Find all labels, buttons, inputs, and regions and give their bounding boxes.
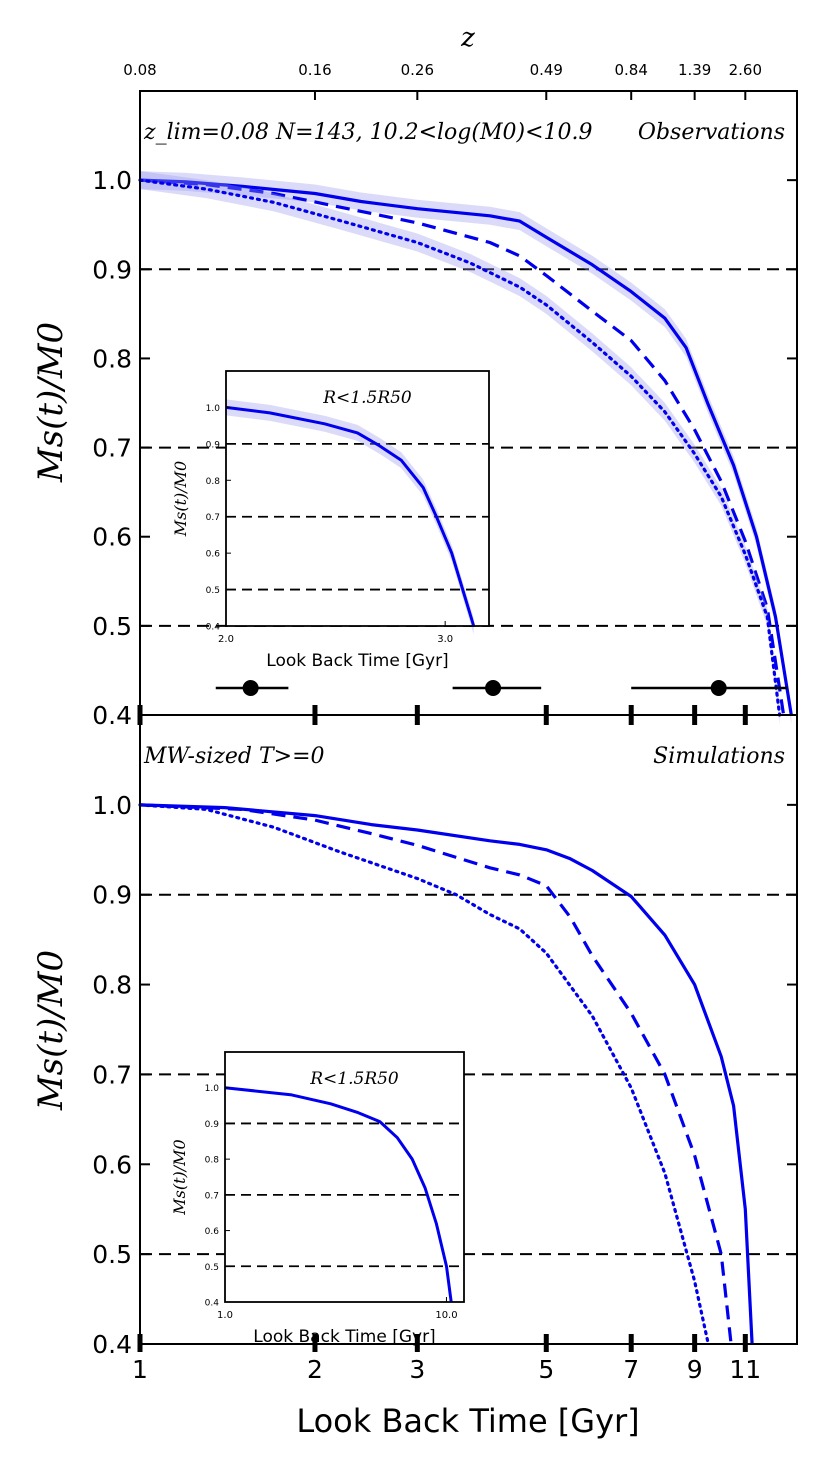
z-tick-label: 0.16	[298, 61, 331, 79]
inset-series-line	[225, 405, 476, 627]
inset-x-tick-label: 1.0	[217, 1310, 233, 1321]
z-tick-label: 0.49	[530, 61, 563, 79]
inset-x-tick-label: 3.0	[437, 634, 453, 645]
error-bar-point	[242, 680, 259, 696]
y-tick-label: 0.6	[92, 523, 132, 552]
inset-x-axis-label: Look Back Time [Gyr]	[266, 651, 448, 671]
error-bar-point	[485, 680, 502, 696]
error-bar-point	[710, 680, 727, 696]
inset-annotation: R<1.5R50	[322, 388, 412, 408]
y-tick-label: 0.8	[92, 344, 132, 373]
inset-series-line	[224, 1086, 453, 1303]
panel-annotation-source: Simulations	[653, 744, 785, 769]
panel-annotation: z_lim=0.08 N=143, 10.2<log(M0)<10.9	[143, 120, 593, 145]
inset-y-tick-label: 0.4	[205, 1299, 220, 1309]
inset-y-tick-label: 0.6	[206, 550, 221, 560]
panel-annotation-source: Observations	[638, 120, 785, 145]
x-tick-label: 11	[729, 1355, 761, 1384]
y-axis-label-top: Ms(t)/M0	[31, 322, 71, 483]
inset-y-tick-label: 0.7	[206, 513, 220, 523]
inset-y-axis-label: Ms(t)/M0	[170, 1139, 189, 1215]
y-tick-label: 1.0	[92, 166, 132, 195]
inset-x-tick-label: 10.0	[435, 1310, 457, 1321]
inset-y-tick-label: 0.8	[206, 477, 221, 487]
inset-y-tick-label: 0.9	[205, 1120, 220, 1130]
z-tick-label: 0.84	[615, 61, 648, 79]
series-dotted-line	[138, 803, 710, 1346]
inset-y-tick-label: 0.5	[205, 1263, 219, 1273]
inset-y-tick-label: 0.5	[206, 586, 220, 596]
y-tick-label: 0.7	[92, 1060, 132, 1089]
top-axis-label: z	[460, 23, 475, 53]
z-tick-label: 2.60	[729, 61, 762, 79]
z-tick-label: 1.39	[678, 61, 711, 79]
inset-y-tick-label: 0.7	[205, 1191, 219, 1201]
inset-y-tick-label: 0.9	[206, 440, 221, 450]
z-tick-label: 0.26	[401, 61, 434, 79]
top-inset: 0.4 0.5 0.6 0.7 0.8 0.9 1.0 2.0 3.0 Look Back Tim…	[171, 370, 490, 671]
panel-annotation: MW-sized T>=0	[143, 744, 325, 769]
z-tick-label: 0.08	[123, 61, 156, 79]
x-axis-label: Look Back Time [Gyr]	[296, 1402, 639, 1440]
x-tick-label: 1	[132, 1355, 148, 1384]
series-solid-line	[139, 803, 754, 1345]
figure-labels: z Look Back Time [Gyr] Ms(t)/M0 Ms(t)/M0	[31, 23, 640, 1440]
y-tick-label: 0.9	[92, 881, 132, 910]
inset-y-tick-label: 0.4	[206, 623, 221, 633]
x-tick-label: 5	[538, 1355, 554, 1384]
y-tick-label: 0.7	[92, 434, 132, 463]
inset-y-tick-label: 1.0	[206, 404, 221, 414]
series-solid-line	[139, 178, 793, 716]
inset-frame	[225, 370, 490, 627]
series-dashed-line	[139, 178, 786, 716]
series-dotted-line	[138, 178, 782, 717]
y-tick-label: 0.5	[92, 1240, 132, 1269]
bottom-panel: 0.4 0.5 0.6 0.7 0.8 0.9 1.0 MW-sized T>=0 Simula…	[92, 714, 798, 1384]
inset-annotation: R<1.5R50	[309, 1069, 399, 1089]
inset-x-tick-label: 2.0	[218, 634, 234, 645]
inset-y-tick-label: 0.8	[205, 1156, 220, 1166]
inset-x-axis-label: Look Back Time [Gyr]	[253, 1327, 435, 1347]
inset-y-tick-label: 0.6	[205, 1227, 220, 1237]
y-tick-label: 0.4	[92, 701, 132, 730]
inset-background	[225, 1052, 464, 1302]
x-tick-label: 9	[687, 1355, 703, 1384]
x-tick-label: 3	[409, 1355, 425, 1384]
inset-y-tick-label: 1.0	[205, 1084, 220, 1094]
top-panel: 0.4 0.5 0.6 0.7 0.8 0.9 1.0 z_lim=0.08 N=143, 1…	[92, 61, 798, 730]
y-tick-label: 0.5	[92, 612, 132, 641]
inset-y-axis-label: Ms(t)/M0	[171, 461, 190, 537]
y-tick-label: 0.9	[92, 255, 132, 284]
y-tick-label: 0.4	[92, 1330, 132, 1359]
plot-frame	[139, 714, 798, 1345]
y-tick-label: 0.8	[92, 971, 132, 1000]
x-tick-label: 2	[307, 1355, 323, 1384]
y-axis-label-bottom: Ms(t)/M0	[31, 950, 71, 1111]
y-tick-label: 0.6	[92, 1150, 132, 1179]
inset-frame	[224, 1051, 465, 1303]
y-tick-label: 1.0	[92, 791, 132, 820]
x-tick-label: 7	[623, 1355, 639, 1384]
